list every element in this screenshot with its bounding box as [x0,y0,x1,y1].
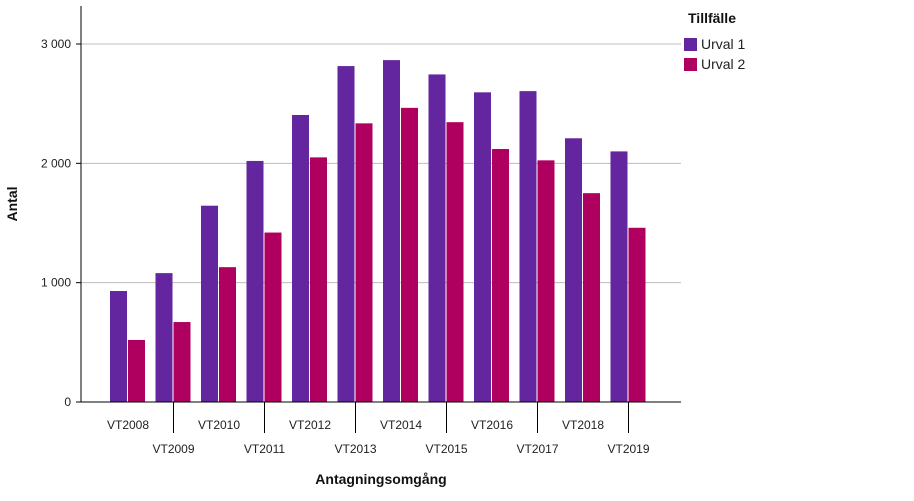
x-tick-label: VT2012 [289,418,331,432]
bar [628,227,646,402]
x-tick-label: VT2010 [198,418,240,432]
legend-label: Urval 2 [701,56,746,72]
bar [565,138,582,403]
x-tick-label: VT2011 [244,442,285,456]
bar [401,107,418,403]
bar [246,160,264,402]
bar [610,151,628,402]
bar [519,91,537,403]
legend-item-urval-1: Urval 1 [684,34,745,54]
x-tick-label: VT2014 [380,418,422,432]
legend-swatch [684,37,697,51]
y-tick-label: 3 000 [41,37,71,51]
legend-label: Urval 1 [701,36,746,52]
bar [337,66,355,403]
bar [355,123,373,403]
bar [128,339,145,402]
x-tick-label: VT2015 [425,442,467,456]
bar [383,60,400,403]
bar [292,115,309,403]
x-axis-title: Antagningsomgång [315,471,446,487]
bar [492,149,509,402]
bar [219,267,236,402]
bar [110,291,127,402]
bar [537,160,555,402]
bar [264,232,282,402]
legend-swatch [684,57,697,71]
x-tick-label: VT2008 [107,418,149,432]
bar [474,92,491,402]
bar [583,193,600,402]
bar [446,122,464,402]
bar [428,74,446,403]
y-tick-label: 2 000 [41,156,71,170]
x-tick-label: VT2013 [334,442,376,456]
bar [310,157,327,402]
bar [173,322,191,402]
x-tick-label: VT2019 [607,442,649,456]
y-tick-labels: 0 1 000 2 000 3 000 [41,37,81,409]
bar [155,273,173,402]
y-tick-label: 0 [64,395,71,409]
legend-title: Tillfälle [688,10,736,26]
bar [201,205,218,402]
legend: Tillfälle Urval 1 Urval 2 [684,10,745,74]
x-tick-label: VT2016 [471,418,513,432]
x-tick-label: VT2018 [562,418,604,432]
legend-item-urval-2: Urval 2 [684,54,745,74]
x-tick-label: VT2009 [152,442,194,456]
y-tick-label: 1 000 [41,276,71,290]
axes [80,6,681,403]
y-axis-title: Antal [4,187,20,222]
x-tick-label: VT2017 [516,442,558,456]
bars [110,60,646,403]
